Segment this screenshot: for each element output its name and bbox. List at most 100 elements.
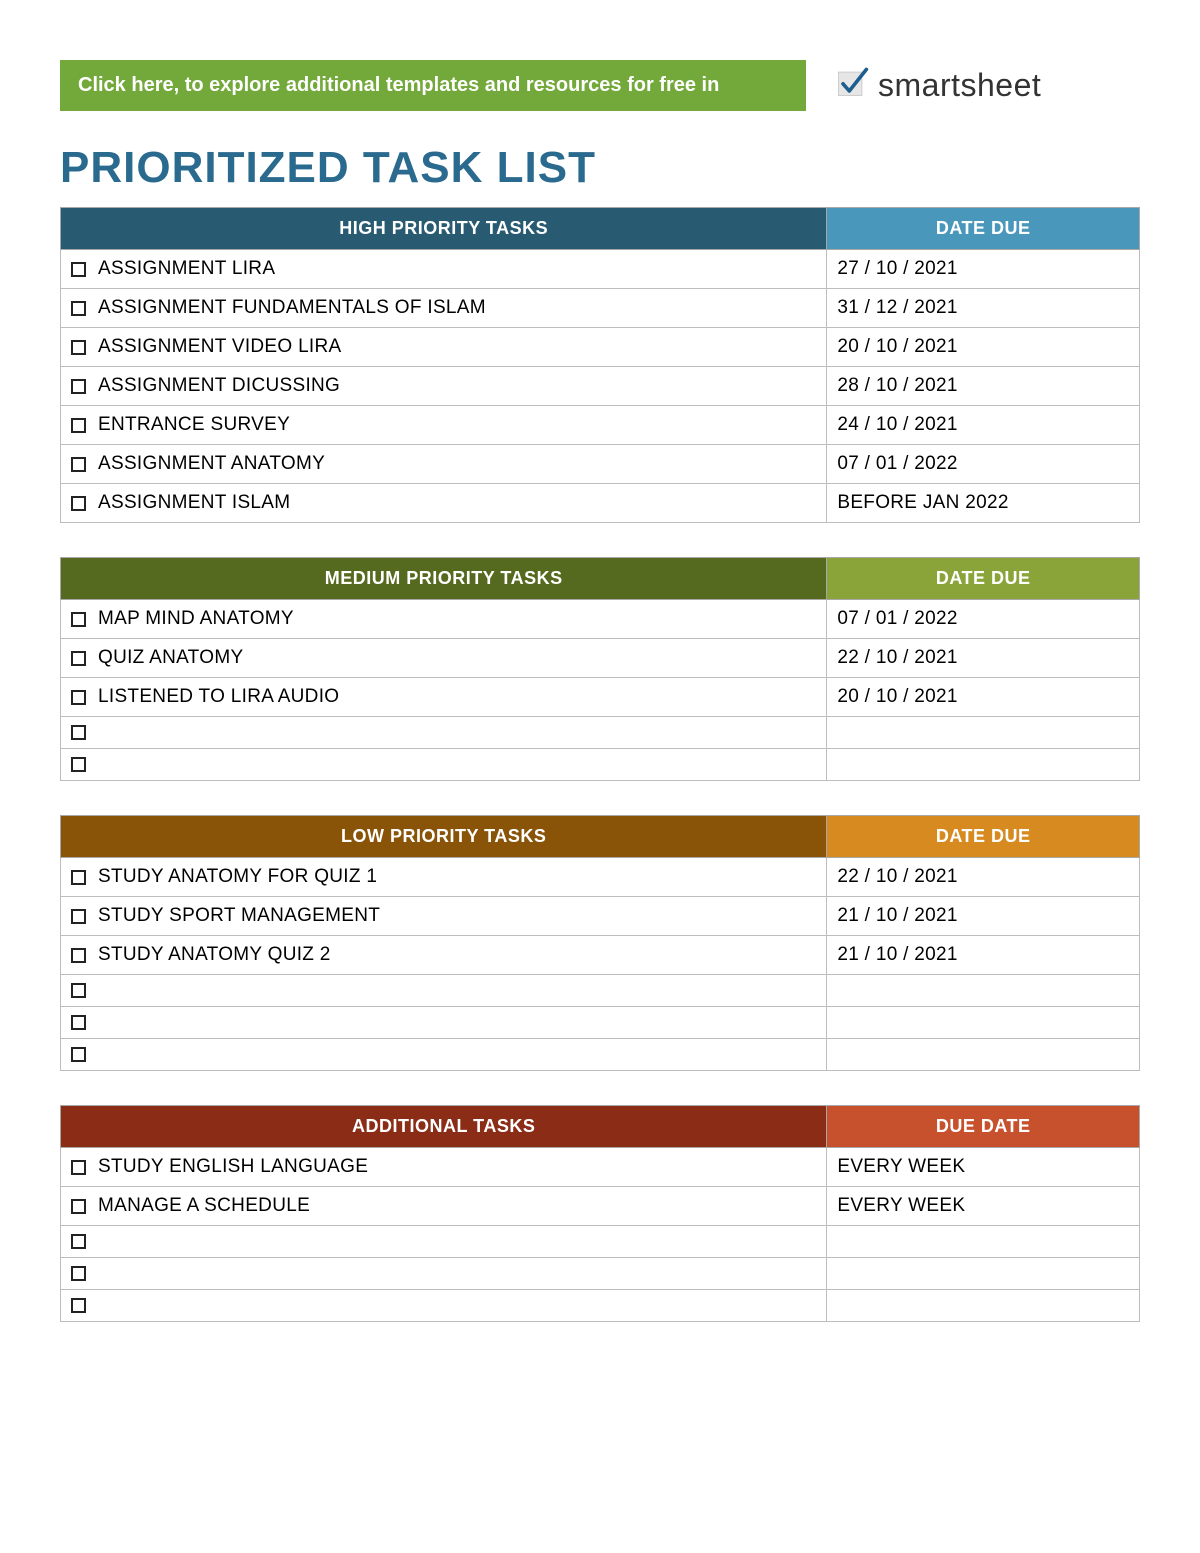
- task-text: ENTRANCE SURVEY: [98, 414, 290, 436]
- date-cell: EVERY WEEK: [827, 1187, 1140, 1226]
- checkbox-icon[interactable]: [71, 909, 86, 924]
- table-row: [61, 1007, 1140, 1039]
- table-row: [61, 1039, 1140, 1071]
- task-cell: ASSIGNMENT LIRA: [61, 250, 827, 289]
- date-cell: 24 / 10 / 2021: [827, 406, 1140, 445]
- medium-priority-rows: MAP MIND ANATOMY07 / 01 / 2022QUIZ ANATO…: [61, 600, 1140, 781]
- date-text: BEFORE JAN 2022: [837, 492, 1008, 513]
- date-text: 20 / 10 / 2021: [837, 686, 957, 707]
- task-cell: LISTENED TO LIRA AUDIO: [61, 678, 827, 717]
- date-text: 07 / 01 / 2022: [837, 453, 957, 474]
- checkbox-icon[interactable]: [71, 1266, 86, 1281]
- promo-banner[interactable]: Click here, to explore additional templa…: [60, 60, 806, 111]
- date-cell: 20 / 10 / 2021: [827, 678, 1140, 717]
- additional-date-header: DUE DATE: [827, 1106, 1140, 1148]
- task-cell: STUDY ANATOMY FOR QUIZ 1: [61, 858, 827, 897]
- table-row: ASSIGNMENT FUNDAMENTALS OF ISLAM31 / 12 …: [61, 289, 1140, 328]
- date-cell: 31 / 12 / 2021: [827, 289, 1140, 328]
- checkbox-icon[interactable]: [71, 1234, 86, 1249]
- checkbox-icon[interactable]: [71, 457, 86, 472]
- checkbox-icon[interactable]: [71, 757, 86, 772]
- section-medium-priority: MEDIUM PRIORITY TASKS DATE DUE MAP MIND …: [60, 557, 1140, 781]
- table-row: ENTRANCE SURVEY 24 / 10 / 2021: [61, 406, 1140, 445]
- section-high-priority: HIGH PRIORITY TASKS DATE DUE ASSIGNMENT …: [60, 207, 1140, 523]
- date-cell: [827, 749, 1140, 781]
- checkbox-icon[interactable]: [71, 651, 86, 666]
- medium-date-header: DATE DUE: [827, 558, 1140, 600]
- checkbox-icon[interactable]: [71, 340, 86, 355]
- table-row: [61, 717, 1140, 749]
- task-cell: [61, 1007, 827, 1039]
- brand-logo[interactable]: smartsheet: [824, 64, 1041, 108]
- promo-banner-text: Click here, to explore additional templa…: [78, 74, 719, 96]
- low-task-header: LOW PRIORITY TASKS: [61, 816, 827, 858]
- brand-name: smartsheet: [878, 67, 1041, 104]
- date-text: 07 / 01 / 2022: [837, 608, 957, 629]
- task-cell: ASSIGNMENT VIDEO LIRA: [61, 328, 827, 367]
- task-cell: ASSIGNMENT DICUSSING: [61, 367, 827, 406]
- table-row: MANAGE A SCHEDULEEVERY WEEK: [61, 1187, 1140, 1226]
- table-row: [61, 1226, 1140, 1258]
- high-date-header: DATE DUE: [827, 208, 1140, 250]
- checkbox-icon[interactable]: [71, 1015, 86, 1030]
- date-text: EVERY WEEK: [837, 1156, 965, 1177]
- date-cell: 22 / 10 / 2021: [827, 639, 1140, 678]
- table-row: STUDY ANATOMY QUIZ 2 21 / 10 / 2021: [61, 936, 1140, 975]
- table-row: STUDY ANATOMY FOR QUIZ 1 22 / 10 / 2021: [61, 858, 1140, 897]
- table-row: STUDY ENGLISH LANGUAGEEVERY WEEK: [61, 1148, 1140, 1187]
- checkbox-icon[interactable]: [71, 418, 86, 433]
- table-row: [61, 1290, 1140, 1322]
- table-row: [61, 749, 1140, 781]
- checkbox-icon[interactable]: [71, 612, 86, 627]
- date-cell: [827, 1039, 1140, 1071]
- task-cell: MAP MIND ANATOMY: [61, 600, 827, 639]
- date-text: 22 / 10 / 2021: [837, 866, 957, 887]
- low-priority-table: LOW PRIORITY TASKS DATE DUE STUDY ANATOM…: [60, 815, 1140, 1071]
- checkbox-icon[interactable]: [71, 1160, 86, 1175]
- task-cell: [61, 1039, 827, 1071]
- date-cell: [827, 1226, 1140, 1258]
- task-text: ASSIGNMENT LIRA: [98, 258, 275, 280]
- task-cell: MANAGE A SCHEDULE: [61, 1187, 827, 1226]
- date-text: 27 / 10 / 2021: [837, 258, 957, 279]
- date-cell: [827, 975, 1140, 1007]
- task-text: MAP MIND ANATOMY: [98, 608, 294, 630]
- date-cell: [827, 1007, 1140, 1039]
- checkbox-icon[interactable]: [71, 725, 86, 740]
- checkbox-icon[interactable]: [71, 870, 86, 885]
- date-cell: 27 / 10 / 2021: [827, 250, 1140, 289]
- date-text: 20 / 10 / 2021: [837, 336, 957, 357]
- checkbox-icon[interactable]: [71, 983, 86, 998]
- additional-task-header: ADDITIONAL TASKS: [61, 1106, 827, 1148]
- date-text: 22 / 10 / 2021: [837, 647, 957, 668]
- high-priority-rows: ASSIGNMENT LIRA 27 / 10 / 2021 ASSIGNMENT …: [61, 250, 1140, 523]
- table-row: ASSIGNMENT DICUSSING28 / 10 / 2021: [61, 367, 1140, 406]
- table-row: LISTENED TO LIRA AUDIO 20 / 10 / 2021: [61, 678, 1140, 717]
- date-text: 21 / 10 / 2021: [837, 944, 957, 965]
- checkbox-icon[interactable]: [71, 262, 86, 277]
- task-cell: [61, 1290, 827, 1322]
- date-cell: 20 / 10 / 2021: [827, 328, 1140, 367]
- table-row: MAP MIND ANATOMY 07 / 01 / 2022: [61, 600, 1140, 639]
- date-cell: 21 / 10 / 2021: [827, 897, 1140, 936]
- header-row: Click here, to explore additional templa…: [60, 60, 1140, 111]
- checkbox-icon[interactable]: [71, 1047, 86, 1062]
- task-cell: STUDY ANATOMY QUIZ 2: [61, 936, 827, 975]
- checkbox-icon[interactable]: [71, 690, 86, 705]
- checkbox-icon[interactable]: [71, 496, 86, 511]
- date-cell: 22 / 10 / 2021: [827, 858, 1140, 897]
- checkbox-icon[interactable]: [71, 1298, 86, 1313]
- checkbox-icon[interactable]: [71, 301, 86, 316]
- checkbox-icon[interactable]: [71, 1199, 86, 1214]
- section-low-priority: LOW PRIORITY TASKS DATE DUE STUDY ANATOM…: [60, 815, 1140, 1071]
- date-cell: EVERY WEEK: [827, 1148, 1140, 1187]
- checkbox-icon[interactable]: [71, 379, 86, 394]
- date-cell: [827, 717, 1140, 749]
- task-cell: [61, 975, 827, 1007]
- table-row: ASSIGNMENT ISLAM BEFORE JAN 2022: [61, 484, 1140, 523]
- date-cell: [827, 1258, 1140, 1290]
- checkbox-icon[interactable]: [71, 948, 86, 963]
- task-cell: [61, 717, 827, 749]
- high-priority-table: HIGH PRIORITY TASKS DATE DUE ASSIGNMENT …: [60, 207, 1140, 523]
- task-text: ASSIGNMENT ISLAM: [98, 492, 290, 514]
